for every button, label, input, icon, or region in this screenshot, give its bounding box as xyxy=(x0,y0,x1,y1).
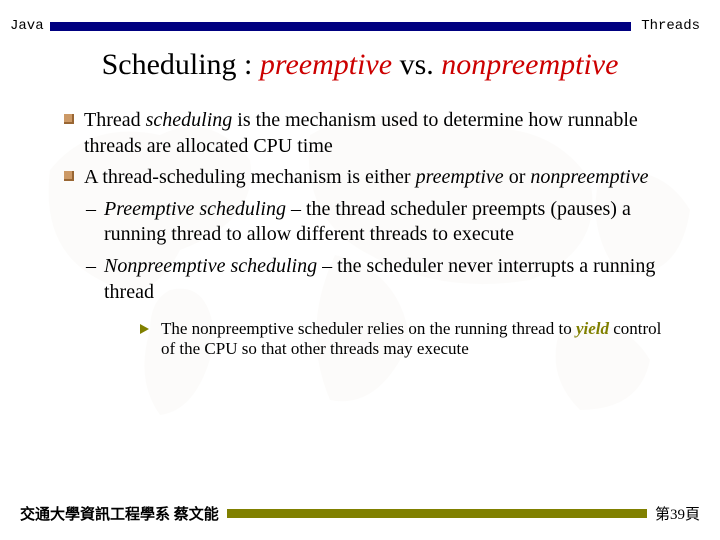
text-segment: scheduling xyxy=(146,109,233,131)
text-segment: A thread-scheduling mechanism is either xyxy=(84,166,416,188)
slide-title: Scheduling : preemptive vs. nonpreemptiv… xyxy=(0,48,720,82)
title-word1: preemptive xyxy=(260,48,392,81)
footer-bar: 交通大學資訊工程學系 蔡文能 第39頁 xyxy=(0,503,720,524)
text-segment: yield xyxy=(576,319,609,338)
footer-left: 交通大學資訊工程學系 蔡文能 xyxy=(20,503,219,524)
header-rule xyxy=(50,22,632,31)
title-prefix: Scheduling : xyxy=(102,48,260,81)
bullet-item: A thread-scheduling mechanism is either … xyxy=(84,165,660,191)
sub-sub-bullet: The nonpreemptive scheduler relies on th… xyxy=(140,319,668,359)
header-bar: Java Threads xyxy=(0,0,720,34)
footer-right: 第39頁 xyxy=(655,503,700,524)
title-mid: vs. xyxy=(392,48,441,81)
footer-rule xyxy=(227,509,647,518)
bullet-item: Thread scheduling is the mechanism used … xyxy=(84,108,660,159)
sub-sub-text: The nonpreemptive scheduler relies on th… xyxy=(161,319,668,359)
text-segment: Nonpreemptive scheduling xyxy=(104,255,317,277)
text-segment: The nonpreemptive scheduler relies on th… xyxy=(161,319,576,338)
title-word2: nonpreemptive xyxy=(441,48,618,81)
triangle-bullet-icon xyxy=(140,324,149,334)
bullet-list: Thread scheduling is the mechanism used … xyxy=(84,108,660,305)
header-right: Threads xyxy=(641,18,700,34)
text-segment: or xyxy=(504,166,531,188)
text-segment: preemptive xyxy=(416,166,504,188)
sub-bullet-item: Preemptive scheduling – the thread sched… xyxy=(104,197,660,248)
header-left: Java xyxy=(10,18,44,34)
text-segment: Preemptive scheduling xyxy=(104,198,286,220)
text-segment: nonpreemptive xyxy=(530,166,648,188)
text-segment: Thread xyxy=(84,109,146,131)
sub-bullet-item: Nonpreemptive scheduling – the scheduler… xyxy=(104,254,660,305)
